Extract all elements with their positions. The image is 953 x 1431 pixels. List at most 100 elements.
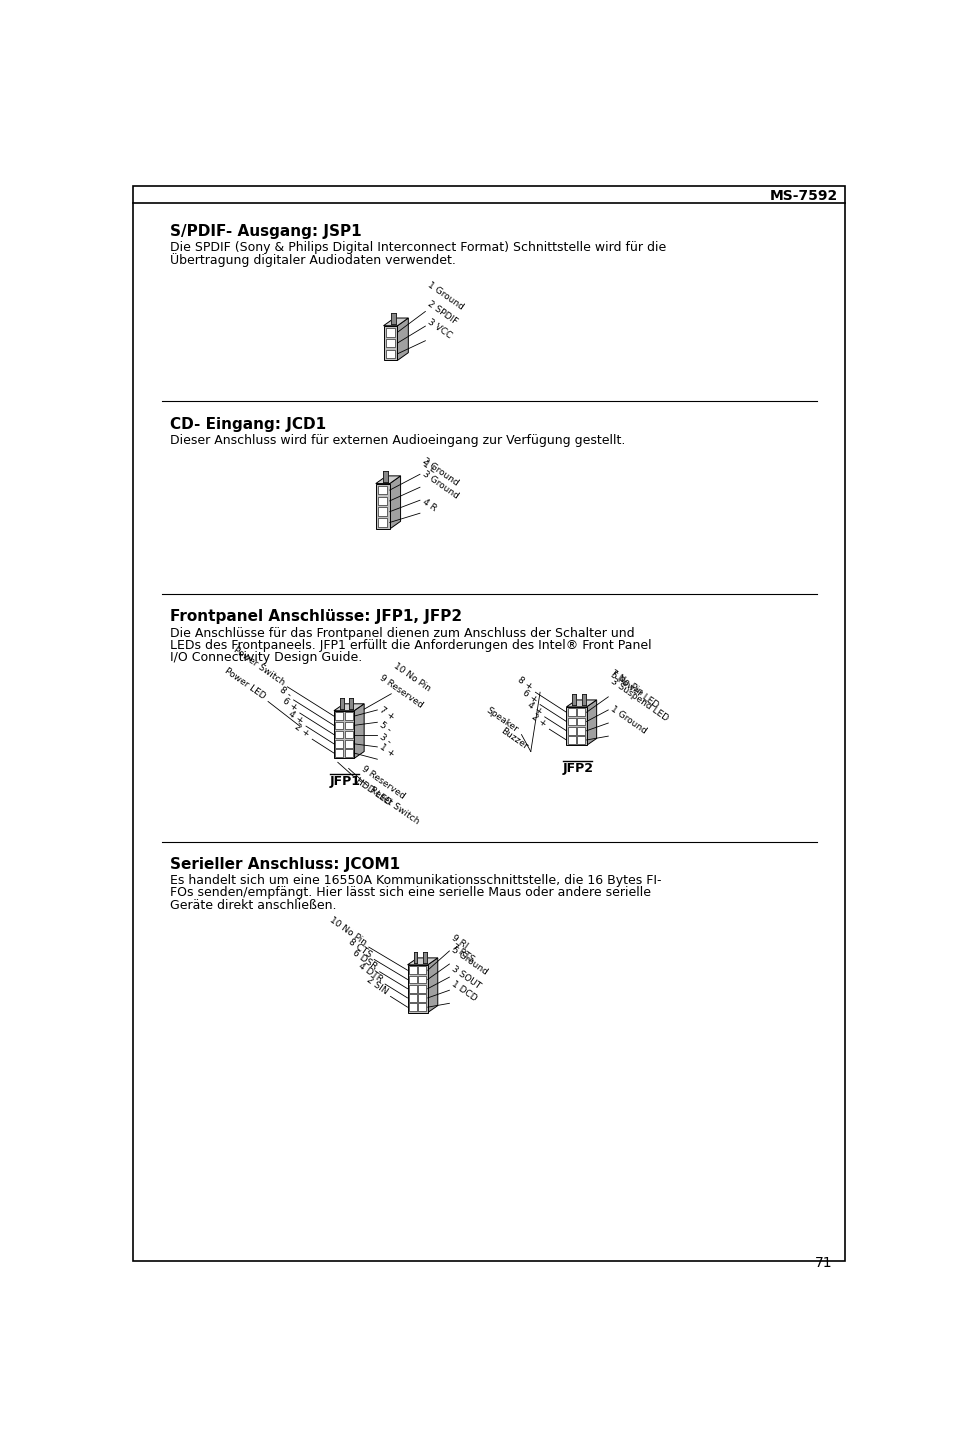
Text: 3 VCC: 3 VCC xyxy=(426,318,454,341)
Bar xyxy=(385,339,395,348)
Bar xyxy=(407,964,427,1013)
Bar xyxy=(344,731,353,738)
Bar xyxy=(339,698,343,708)
Text: Die SPDIF (Sony & Philips Digital Interconnect Format) Schnittstelle wird für di: Die SPDIF (Sony & Philips Digital Interc… xyxy=(170,240,665,255)
Bar xyxy=(422,952,426,963)
Polygon shape xyxy=(586,700,596,746)
Text: 10 No Pin: 10 No Pin xyxy=(392,661,432,694)
Bar xyxy=(335,713,343,720)
Bar xyxy=(572,694,576,705)
Bar xyxy=(422,952,426,963)
Bar xyxy=(418,976,426,983)
Text: 9 Reserved: 9 Reserved xyxy=(360,764,407,801)
Bar xyxy=(383,326,397,361)
Text: 4 +: 4 + xyxy=(287,710,305,726)
Bar xyxy=(377,497,387,505)
Text: Frontpanel Anschlüsse: JFP1, JFP2: Frontpanel Anschlüsse: JFP1, JFP2 xyxy=(170,610,461,624)
Bar xyxy=(581,694,585,705)
Text: Übertragung digitaler Audiodaten verwendet.: Übertragung digitaler Audiodaten verwend… xyxy=(170,253,455,268)
Text: 9 RI: 9 RI xyxy=(450,933,469,952)
Bar xyxy=(334,711,354,758)
Bar xyxy=(422,952,426,963)
Bar xyxy=(391,313,395,323)
Text: S/PDIF- Ausgang: JSP1: S/PDIF- Ausgang: JSP1 xyxy=(170,225,361,239)
Bar xyxy=(377,487,387,494)
Polygon shape xyxy=(375,477,400,484)
Text: 2 SIN: 2 SIN xyxy=(365,976,390,996)
Bar xyxy=(572,694,576,705)
Text: 8 CTS: 8 CTS xyxy=(347,937,373,959)
Polygon shape xyxy=(383,318,408,326)
Bar xyxy=(385,349,395,358)
Bar xyxy=(377,508,387,517)
Bar xyxy=(409,966,416,975)
Bar xyxy=(572,694,576,705)
Bar xyxy=(581,694,585,705)
Text: LEDs des Frontpaneels. JFP1 erfüllt die Anforderungen des Intel® Front Panel: LEDs des Frontpaneels. JFP1 erfüllt die … xyxy=(170,640,651,653)
Text: Buzzer: Buzzer xyxy=(498,727,529,751)
Text: 4 +: 4 + xyxy=(525,700,543,717)
Bar xyxy=(567,718,575,726)
Text: MS-7592: MS-7592 xyxy=(769,189,838,203)
Text: 1 Ground: 1 Ground xyxy=(426,280,465,312)
Bar xyxy=(413,952,417,963)
Text: 5 Power LED: 5 Power LED xyxy=(608,670,659,710)
Bar xyxy=(383,471,387,482)
Bar xyxy=(409,976,416,983)
Bar xyxy=(375,484,390,529)
Bar xyxy=(339,698,343,708)
Text: 7 No Pin: 7 No Pin xyxy=(608,668,644,697)
Text: 1 L: 1 L xyxy=(420,459,436,474)
Bar xyxy=(577,708,584,716)
Bar xyxy=(413,952,417,963)
Text: 5 Ground: 5 Ground xyxy=(450,946,489,977)
Bar xyxy=(409,995,416,1002)
Text: 5 -: 5 - xyxy=(377,720,393,734)
Bar xyxy=(383,471,387,482)
Text: 71: 71 xyxy=(814,1256,831,1269)
Bar xyxy=(567,727,575,734)
Polygon shape xyxy=(427,957,437,1013)
Text: Die Anschlüsse für das Frontpanel dienen zum Anschluss der Schalter und: Die Anschlüsse für das Frontpanel dienen… xyxy=(170,627,634,640)
Bar xyxy=(409,985,416,993)
Bar xyxy=(391,313,395,323)
Bar xyxy=(344,740,353,747)
Text: 8 +: 8 + xyxy=(516,675,534,693)
Text: Dieser Anschluss wird für externen Audioeingang zur Verfügung gestellt.: Dieser Anschluss wird für externen Audio… xyxy=(170,434,624,446)
Text: 6 +: 6 + xyxy=(280,697,298,713)
Bar xyxy=(339,698,343,708)
Bar xyxy=(418,966,426,975)
Text: 1 Ground: 1 Ground xyxy=(608,704,648,736)
Text: Reset Switch: Reset Switch xyxy=(368,786,420,826)
Bar xyxy=(572,694,576,705)
Bar xyxy=(566,707,586,746)
Bar xyxy=(418,1003,426,1012)
Bar xyxy=(567,736,575,744)
Text: 6 +: 6 + xyxy=(520,688,538,704)
Text: 2 +: 2 + xyxy=(530,713,548,730)
Bar xyxy=(422,952,426,963)
Bar xyxy=(418,985,426,993)
Bar xyxy=(349,698,353,708)
Bar xyxy=(335,750,343,757)
Bar xyxy=(418,995,426,1002)
Text: Power LED: Power LED xyxy=(223,665,267,701)
Text: 4 R: 4 R xyxy=(420,498,437,514)
Bar xyxy=(581,694,585,705)
Bar xyxy=(339,698,343,708)
Bar xyxy=(383,471,387,482)
Polygon shape xyxy=(354,704,364,758)
Bar xyxy=(377,518,387,527)
Text: 7 RTS: 7 RTS xyxy=(450,942,476,964)
Bar xyxy=(349,698,353,708)
Bar xyxy=(349,698,353,708)
Bar xyxy=(413,952,417,963)
Text: Power Switch: Power Switch xyxy=(232,645,286,687)
Bar xyxy=(577,718,584,726)
Text: Serieller Anschluss: JCOM1: Serieller Anschluss: JCOM1 xyxy=(170,857,399,871)
Text: 1 +: 1 + xyxy=(377,743,396,760)
Text: 7 +: 7 + xyxy=(377,705,396,723)
Text: 2 +: 2 + xyxy=(293,723,311,740)
Text: 3 -: 3 - xyxy=(377,733,393,747)
Bar xyxy=(567,708,575,716)
